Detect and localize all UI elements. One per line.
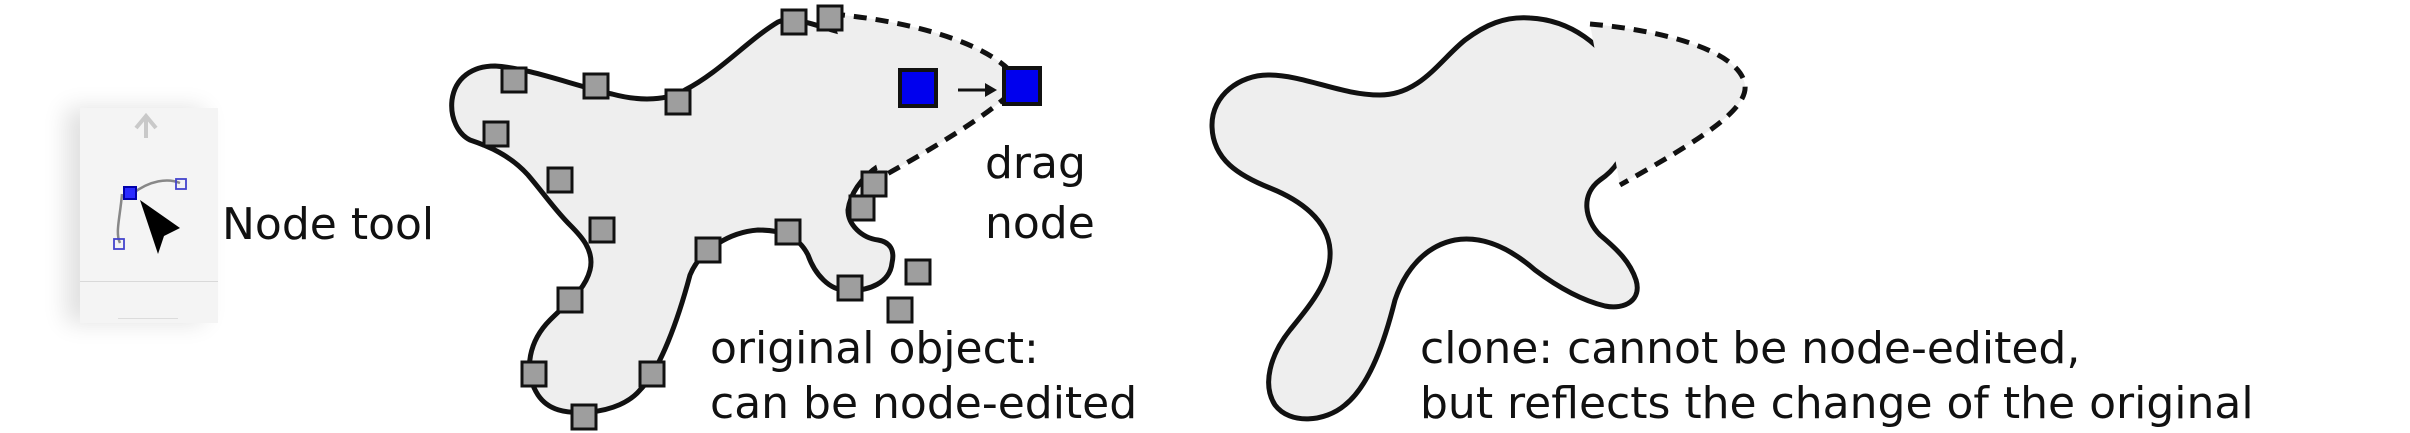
node-handle	[836, 274, 864, 302]
node-handle	[500, 66, 528, 94]
node-tool-label: Node tool	[222, 199, 435, 250]
clone-caption-line1: clone: cannot be node-edited,	[1420, 323, 2081, 374]
toolbar-icons	[113, 112, 187, 254]
toolbar-next-item[interactable]	[118, 318, 178, 324]
node-handle	[664, 88, 692, 116]
original-caption-line2: can be node-edited	[710, 378, 1138, 429]
node-handle	[570, 403, 598, 431]
original-shape-outline	[449, 17, 913, 415]
clone-shape-outline	[1209, 15, 1640, 422]
node-handle	[780, 8, 808, 36]
original-caption-line1: original object:	[710, 323, 1039, 374]
node-handle	[582, 72, 610, 100]
drag-arrow-icon	[958, 83, 997, 97]
node-handle	[816, 4, 844, 32]
drag-label-line1: drag	[985, 138, 1086, 189]
node-handle	[886, 296, 914, 324]
clone-reflected-change-outline	[1589, 21, 1748, 188]
node-handle	[638, 360, 666, 388]
node-handle	[694, 236, 722, 264]
clone-caption-line2: but reflects the change of the original	[1420, 378, 2254, 429]
clone-object-shape	[1209, 15, 1748, 422]
node-handle	[546, 166, 574, 194]
node-handle	[904, 258, 932, 286]
node-tool-icon[interactable]	[113, 178, 187, 254]
node-handle	[774, 218, 802, 246]
selected-node-handle	[898, 68, 938, 108]
node-handle	[588, 216, 616, 244]
toolbar-panel	[80, 108, 218, 323]
drag-label-line2: node	[985, 198, 1095, 249]
node-handle	[520, 360, 548, 388]
node-handle	[848, 194, 876, 222]
original-nodes[interactable]	[482, 4, 1042, 431]
toolbar-separator	[80, 281, 218, 282]
dragged-node-handle	[1002, 66, 1042, 106]
node-handle	[482, 120, 510, 148]
node-handle	[860, 170, 888, 198]
arrow-up-icon[interactable]	[134, 112, 158, 138]
node-handle	[556, 286, 584, 314]
